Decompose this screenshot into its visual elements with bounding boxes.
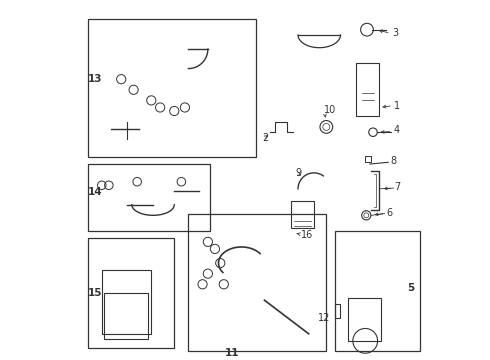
Text: 11: 11	[224, 348, 239, 358]
Text: 15: 15	[88, 288, 102, 298]
Text: 8: 8	[390, 156, 396, 166]
Text: 7: 7	[394, 182, 400, 192]
Bar	[189, 213, 326, 351]
Bar	[88, 19, 256, 157]
Text: 2: 2	[262, 132, 268, 143]
Bar	[103, 293, 148, 339]
Text: 4: 4	[393, 125, 400, 135]
Text: 9: 9	[295, 168, 301, 178]
Bar	[291, 201, 314, 228]
Text: 16: 16	[301, 230, 313, 240]
Bar	[335, 231, 420, 351]
Text: 3: 3	[392, 28, 398, 38]
Text: 5: 5	[408, 283, 415, 293]
Bar	[88, 164, 210, 231]
Bar	[335, 304, 341, 318]
Bar	[88, 238, 174, 348]
Bar	[365, 156, 370, 162]
Bar	[347, 298, 381, 341]
Text: 10: 10	[323, 105, 336, 115]
Text: 14: 14	[88, 187, 102, 197]
Text: 12: 12	[318, 313, 331, 323]
Text: 6: 6	[387, 208, 392, 218]
Text: 1: 1	[393, 101, 400, 111]
Text: 13: 13	[88, 74, 102, 84]
Bar	[102, 270, 151, 334]
